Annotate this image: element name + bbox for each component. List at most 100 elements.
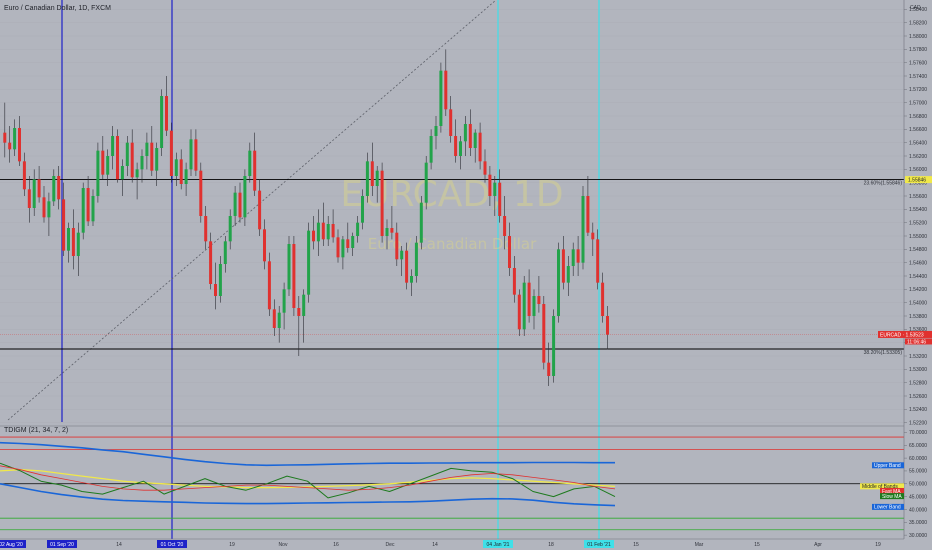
candle[interactable] [189,129,193,176]
candle[interactable] [243,169,247,226]
indicator-axis[interactable]: 70.0000 65.0000 60.0000 55.0000 50.0000 45.00… [860,430,927,539]
candle[interactable] [596,229,600,290]
candle[interactable] [449,96,453,143]
candle[interactable] [566,256,570,296]
candle[interactable] [218,256,222,303]
candle[interactable] [67,222,70,263]
candle[interactable] [503,196,507,250]
candle[interactable] [238,182,242,223]
candle[interactable] [512,256,516,303]
candle[interactable] [174,152,178,186]
candle[interactable] [552,309,556,383]
candle[interactable] [478,122,482,170]
candle[interactable] [3,102,7,158]
candle[interactable] [302,289,306,343]
candle[interactable] [498,169,502,223]
candle[interactable] [316,209,320,256]
time-axis[interactable]: 02 Aug '20 01 Sep '20 14 01 Oct '20 19 Nov 16 D… [0,540,881,548]
candle[interactable] [22,152,26,196]
candle[interactable] [233,186,237,226]
candle[interactable] [400,246,404,276]
candle[interactable] [120,159,124,196]
candle[interactable] [326,216,330,246]
candle[interactable] [493,176,497,216]
candle[interactable] [287,236,291,296]
candle[interactable] [444,49,448,116]
candle[interactable] [429,129,433,170]
candle[interactable] [160,89,164,156]
candle[interactable] [375,166,379,203]
candle[interactable] [405,242,409,290]
candle[interactable] [199,162,203,223]
candle[interactable] [581,186,585,270]
candle[interactable] [86,176,90,226]
candle[interactable] [267,252,271,316]
candle[interactable] [32,169,36,216]
candle[interactable] [537,276,541,313]
candle[interactable] [96,142,100,203]
candle[interactable] [150,126,154,176]
candle[interactable] [361,189,364,230]
candle[interactable] [145,132,149,170]
trend-line[interactable] [7,0,497,421]
candle[interactable] [130,129,134,183]
tdi-upper-band[interactable] [0,441,615,467]
candle[interactable] [13,119,17,156]
candle[interactable] [111,126,115,170]
candle[interactable] [62,182,66,256]
candle[interactable] [52,169,56,206]
candle[interactable] [606,306,609,350]
candle[interactable] [37,166,41,203]
candle[interactable] [81,182,85,240]
candle[interactable] [116,129,119,183]
candle[interactable] [214,262,217,310]
candle[interactable] [223,236,227,273]
candle[interactable] [424,156,428,210]
candle[interactable] [331,209,335,243]
candle[interactable] [204,206,208,250]
candle[interactable] [463,116,467,156]
candle[interactable] [321,202,325,246]
candle[interactable] [473,129,477,163]
candle[interactable] [307,222,311,303]
tdi-fast-ma[interactable] [0,465,616,491]
candle[interactable] [101,136,105,180]
candle[interactable] [341,236,345,270]
candle[interactable] [542,296,546,370]
candle[interactable] [527,269,531,323]
candle[interactable] [395,222,399,266]
candle[interactable] [351,232,355,256]
candle[interactable] [601,272,605,323]
candle[interactable] [312,216,315,250]
candle[interactable] [169,122,173,183]
candle[interactable] [346,222,350,253]
candle[interactable] [155,142,159,186]
candle[interactable] [258,179,262,236]
indicator-title[interactable]: TDIGM (21, 34, 7, 2) [4,427,68,434]
candle[interactable] [277,306,281,343]
candle[interactable] [76,222,80,276]
candle[interactable] [140,149,144,183]
candle[interactable] [586,176,590,236]
candle[interactable] [8,126,12,163]
tdi-middle-band[interactable] [0,469,616,489]
candle[interactable] [18,116,21,166]
candle[interactable] [517,289,521,336]
candle[interactable] [248,142,252,183]
candle[interactable] [380,162,384,243]
candle[interactable] [410,269,413,296]
candle[interactable] [135,162,139,200]
candle[interactable] [27,176,31,223]
candle[interactable] [522,276,526,336]
candle[interactable] [508,222,511,276]
candle[interactable] [591,222,595,256]
tdi-lower-band[interactable] [0,483,616,507]
candle[interactable] [179,149,183,190]
candle[interactable] [414,236,418,283]
candle[interactable] [468,109,472,156]
candle[interactable] [439,62,443,133]
candle[interactable] [209,232,213,290]
candle[interactable] [47,192,51,236]
candle[interactable] [370,142,374,196]
